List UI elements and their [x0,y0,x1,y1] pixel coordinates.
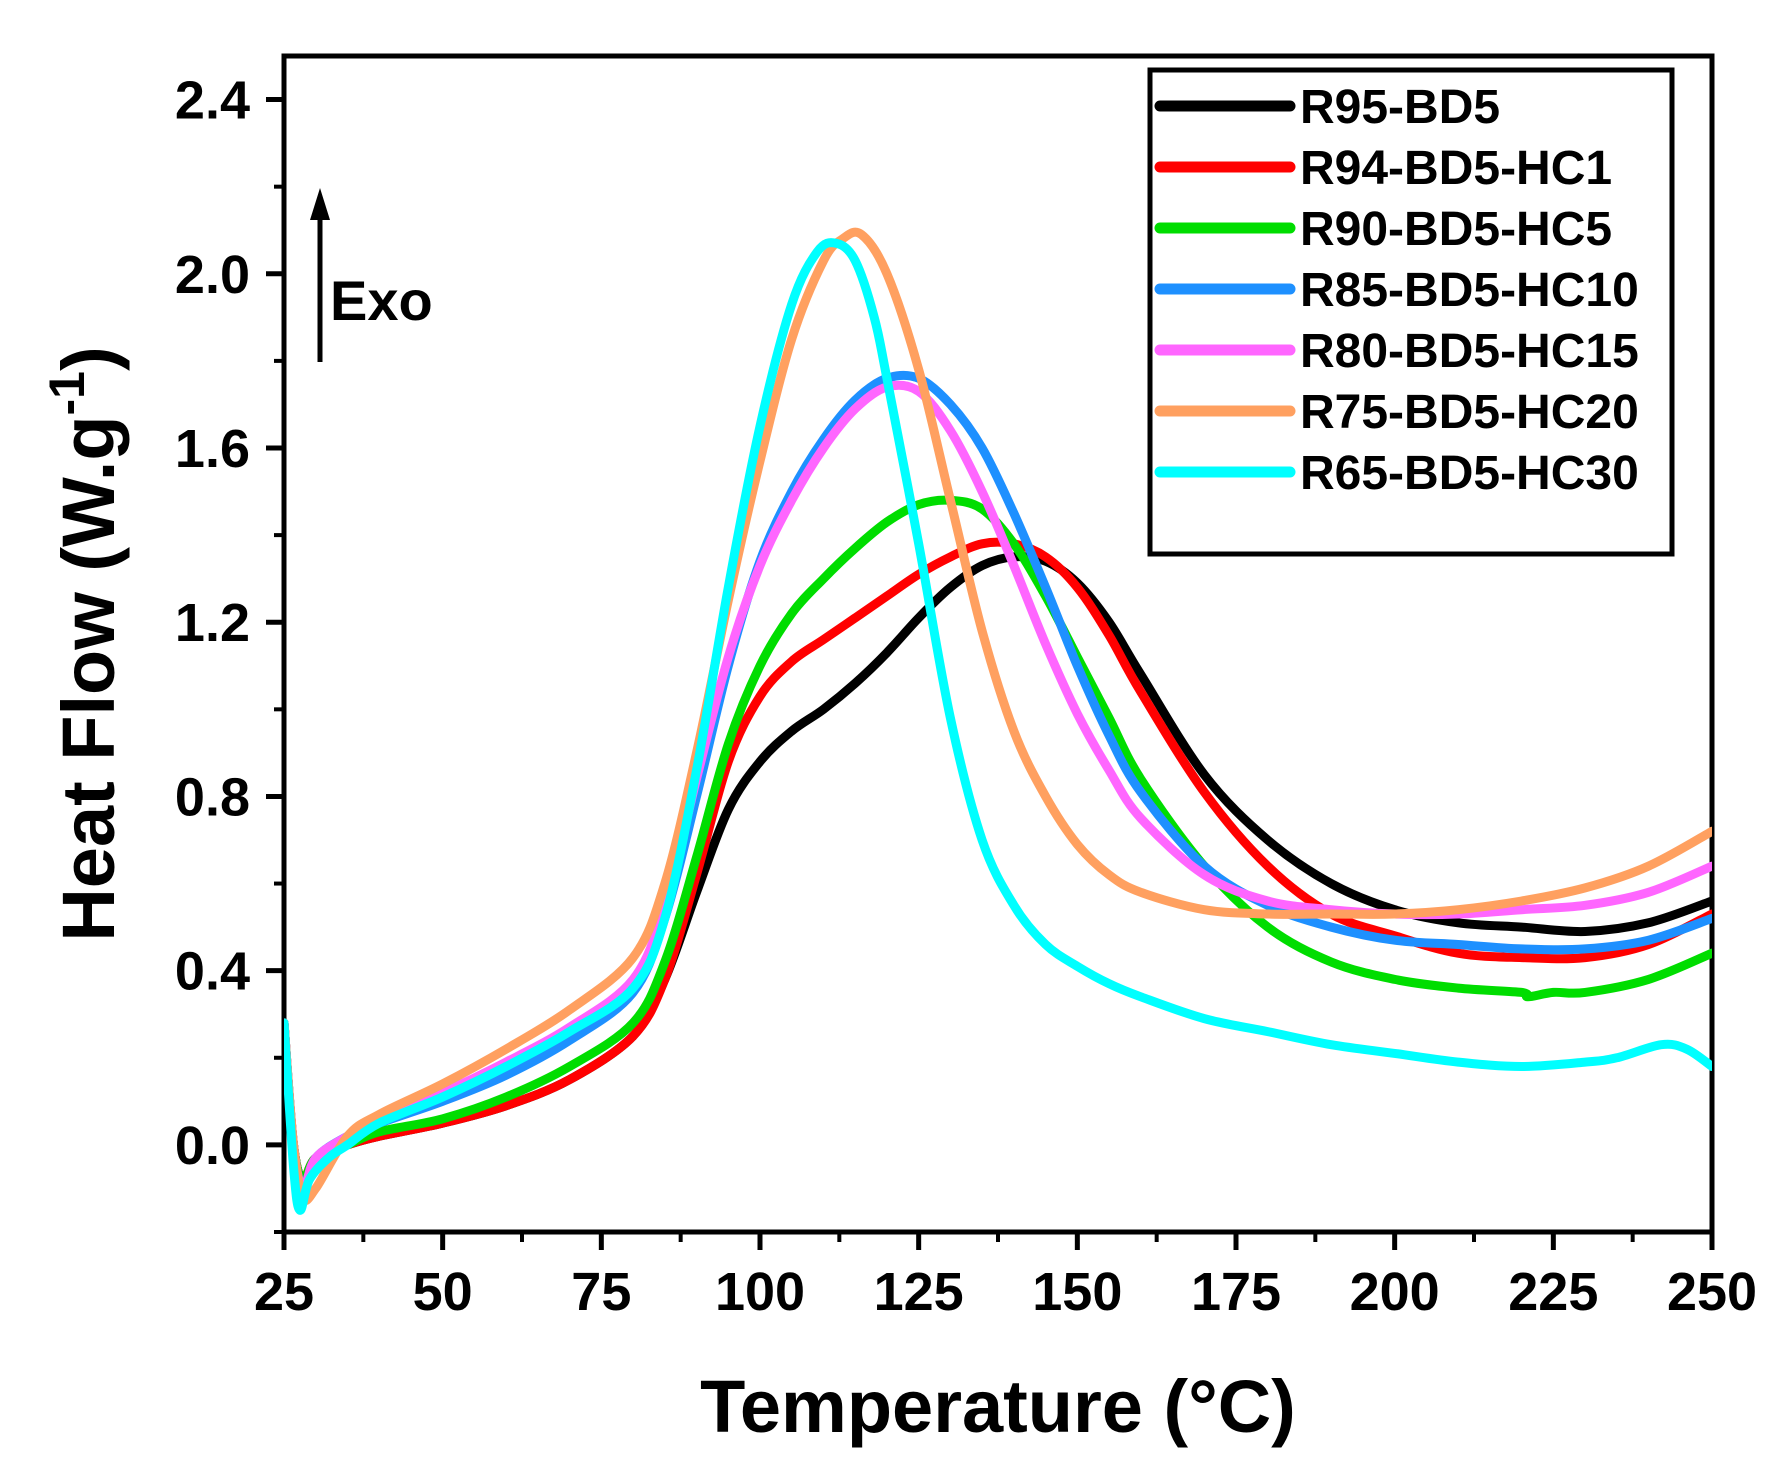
exo-annotation: Exo [310,188,433,362]
y-tick-label: 0.4 [175,942,250,1002]
exo-arrow-head [310,188,330,220]
legend-label-r65-bd5-hc30: R65-BD5-HC30 [1300,447,1639,500]
series-line-r94-bd5-hc1 [284,537,1712,1185]
y-axis-title-main: Heat Flow (W.g [47,415,130,941]
series-line-r75-bd5-hc20 [284,227,1712,1205]
x-tick-label: 100 [715,1262,805,1322]
x-tick-label: 250 [1667,1262,1757,1322]
legend-label-r75-bd5-hc20: R75-BD5-HC20 [1300,386,1639,439]
exo-label: Exo [330,269,433,332]
y-tick-label: 0.0 [175,1116,250,1176]
x-axis-ticks: 25 50 75 100 125 150 175 200 225 250 [254,1232,1757,1322]
legend-label-r90-bd5-hc5: R90-BD5-HC5 [1300,203,1612,256]
y-axis-title-superscript: -1 [39,371,95,415]
y-tick-label: 1.6 [175,419,250,479]
legend-label-r94-bd5-hc1: R94-BD5-HC1 [1300,142,1612,195]
y-tick-label: 2.0 [175,245,250,305]
legend-label-r85-bd5-hc10: R85-BD5-HC10 [1300,264,1639,317]
series-layer [284,227,1712,1215]
x-tick-label: 150 [1032,1262,1122,1322]
legend-label-r80-bd5-hc15: R80-BD5-HC15 [1300,325,1639,378]
x-tick-label: 75 [571,1262,631,1322]
legend-label-r95-bd5: R95-BD5 [1300,81,1500,134]
x-tick-label: 200 [1350,1262,1440,1322]
legend: R95-BD5 R94-BD5-HC1 R90-BD5-HC5 R85-BD5-HC1… [1147,67,1675,557]
x-axis-title: Temperature (°C) [700,1365,1296,1448]
legend-items: R95-BD5 R94-BD5-HC1 R90-BD5-HC5 R85-BD5-HC1… [1154,81,1639,500]
y-axis-title: Heat Flow (W.g-1) [39,346,130,941]
x-tick-label: 50 [413,1262,473,1322]
y-tick-label: 1.2 [175,593,250,653]
y-axis-ticks: 0.0 0.4 0.8 1.2 1.6 2.0 2.4 [175,71,284,1234]
x-tick-label: 25 [254,1262,314,1322]
y-axis-title-close: ) [47,346,130,371]
x-tick-label: 175 [1191,1262,1281,1322]
x-tick-label: 225 [1508,1262,1598,1322]
series-line-r65-bd5-hc30 [284,238,1712,1215]
x-tick-label: 125 [874,1262,964,1322]
y-tick-label: 2.4 [175,71,250,131]
y-tick-label: 0.8 [175,767,250,827]
